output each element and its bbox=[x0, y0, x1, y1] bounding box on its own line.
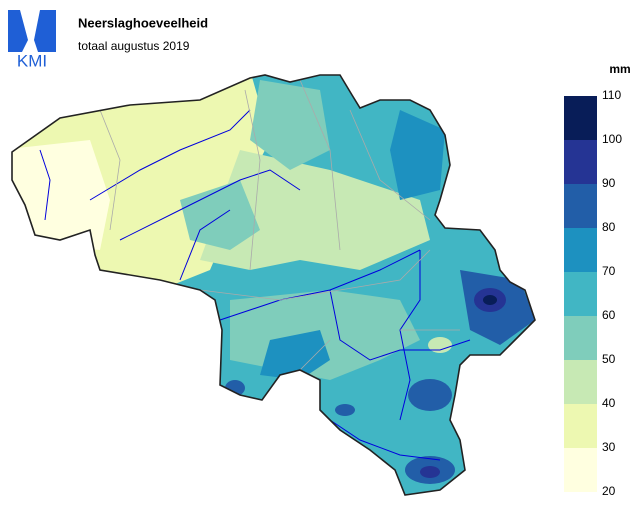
map-title: Neerslaghoeveelheid bbox=[78, 15, 208, 30]
legend-swatch bbox=[564, 228, 597, 272]
legend-swatch bbox=[564, 316, 597, 360]
legend-swatch bbox=[564, 272, 597, 316]
legend-swatch bbox=[564, 448, 597, 492]
legend-label: 40 bbox=[602, 396, 616, 410]
legend-label: 110 bbox=[602, 88, 621, 102]
precipitation-field bbox=[12, 75, 535, 495]
legend-swatch bbox=[564, 184, 597, 228]
legend-label: 60 bbox=[602, 308, 616, 322]
borders bbox=[99, 79, 460, 371]
legend-unit: mm bbox=[609, 62, 630, 76]
logo: KMI bbox=[8, 10, 56, 70]
map-subtitle: totaal augustus 2019 bbox=[78, 39, 190, 53]
legend-label: 90 bbox=[602, 176, 616, 190]
legend-swatch bbox=[564, 360, 597, 404]
legend-label: 30 bbox=[602, 440, 616, 454]
legend-label: 100 bbox=[602, 132, 622, 146]
legend-label: 20 bbox=[602, 484, 616, 498]
legend-swatch bbox=[564, 96, 597, 140]
legend-label: 70 bbox=[602, 264, 616, 278]
legend: 20 30 40 50 60 70 80 90 100 110 bbox=[564, 88, 622, 498]
legend-swatch bbox=[564, 140, 597, 184]
legend-swatch bbox=[564, 404, 597, 448]
country-outline bbox=[11, 74, 536, 496]
logo-text: KMI bbox=[17, 51, 47, 70]
legend-label: 80 bbox=[602, 220, 616, 234]
legend-label: 50 bbox=[602, 352, 616, 366]
